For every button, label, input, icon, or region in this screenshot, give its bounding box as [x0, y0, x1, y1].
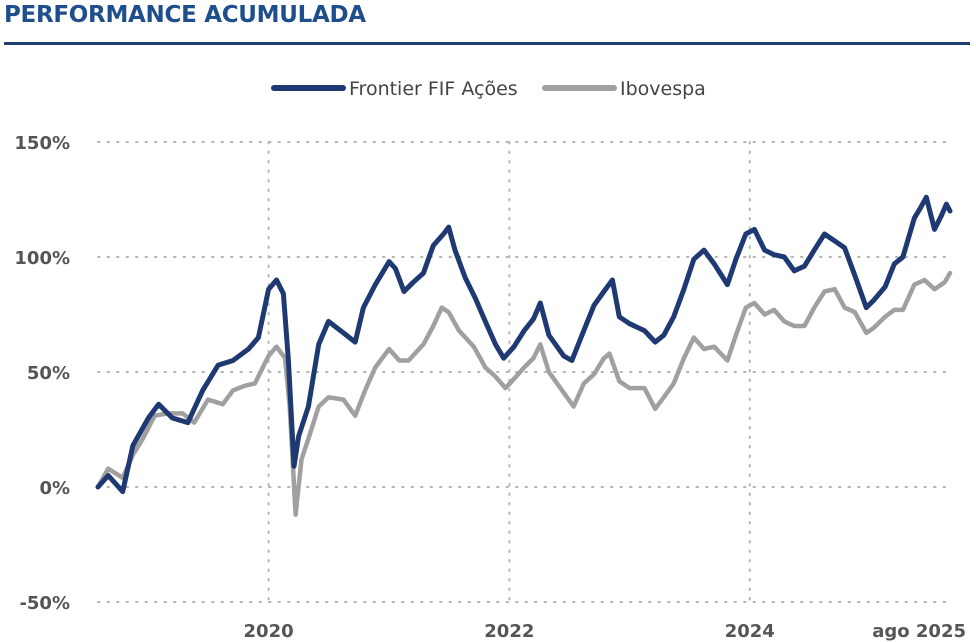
page-title: PERFORMANCE ACUMULADA: [4, 2, 366, 28]
legend-index-label: Ibovespa: [620, 78, 706, 100]
legend-fund-label: Frontier FIF Ações: [349, 78, 518, 100]
y-tick-label: 100%: [14, 248, 70, 269]
x-tick-label: ago 2025: [872, 621, 966, 642]
y-tick-label: 50%: [27, 363, 70, 384]
index-series-line: [95, 270, 953, 517]
x-tick-label: 2024: [725, 621, 775, 642]
performance-chart: -50% 0% 50% 100% 150% 2020 2022 2024 ago 2025 Fr…: [0, 48, 976, 642]
x-tick-label: 2020: [244, 621, 294, 642]
grid: [97, 141, 951, 603]
report-header: PERFORMANCE ACUMULADA: [0, 0, 976, 48]
chart-svg: -50% 0% 50% 100% 150% 2020 2022 2024 ago 2025 Fr…: [14, 78, 966, 642]
y-tick-label: 150%: [14, 133, 70, 154]
fund-series-line: [95, 194, 953, 495]
y-tick-label: 0%: [39, 478, 70, 499]
axis-ticks: -50% 0% 50% 100% 150% 2020 2022 2024 ago 2025: [14, 133, 966, 642]
y-tick-label: -50%: [19, 593, 70, 614]
title-divider: [4, 42, 970, 45]
chart-legend: Frontier FIF Ações Ibovespa: [271, 78, 706, 100]
series-lines: [95, 194, 953, 517]
x-tick-label: 2022: [484, 621, 534, 642]
